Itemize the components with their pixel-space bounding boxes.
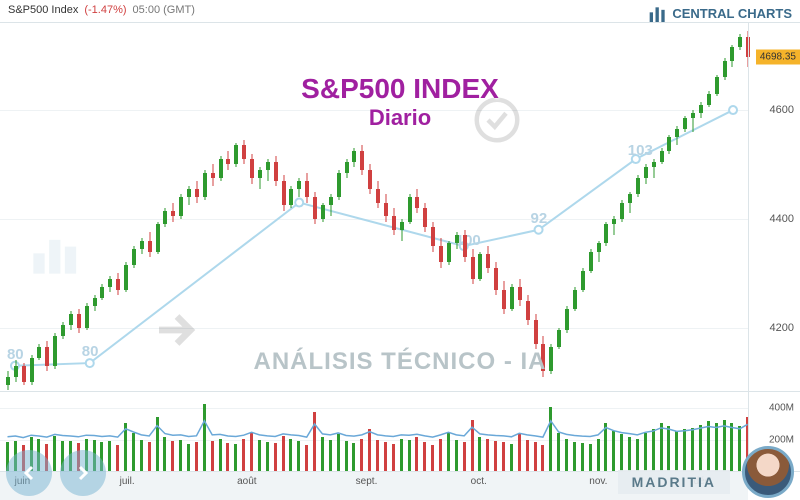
last-price-tag: 4698.35 <box>756 49 800 64</box>
indicator-value: 80 <box>82 343 99 360</box>
volume-tick: 400M <box>769 403 794 414</box>
y-axis: 4200 4400 4600 4698.35 <box>748 23 800 391</box>
provider-logo: CENTRAL CHARTS <box>648 4 792 24</box>
nav-prev-button[interactable] <box>6 450 52 496</box>
x-tick: sept. <box>356 476 378 487</box>
avatar[interactable] <box>742 446 794 498</box>
bars-icon <box>648 4 668 24</box>
y-tick: 4600 <box>770 104 794 116</box>
change-pct: (-1.47%) <box>84 4 126 16</box>
indicator-value: 100 <box>456 232 481 249</box>
volume-chart[interactable]: 200M 400M <box>0 392 800 472</box>
nav-next-button[interactable] <box>60 450 106 496</box>
indicator-value: 103 <box>628 142 653 159</box>
volume-tick: 200M <box>769 435 794 446</box>
x-tick: août <box>237 476 256 487</box>
watermark-icon <box>150 303 204 362</box>
brand-badge: MADRITIA <box>618 470 730 494</box>
watermark-icon <box>470 93 524 152</box>
instrument-name: S&P500 Index <box>8 4 78 16</box>
x-tick: nov. <box>589 476 607 487</box>
y-tick: 4400 <box>770 213 794 225</box>
y-tick: 4200 <box>770 322 794 334</box>
logo-text: CENTRAL CHARTS <box>672 7 792 21</box>
watermark-icon <box>30 223 84 282</box>
timestamp: 05:00 (GMT) <box>133 4 195 16</box>
x-tick: juil. <box>120 476 135 487</box>
price-chart[interactable]: 808010092103 4200440046004698.35 S&P500 … <box>0 22 800 392</box>
x-tick: oct. <box>471 476 487 487</box>
